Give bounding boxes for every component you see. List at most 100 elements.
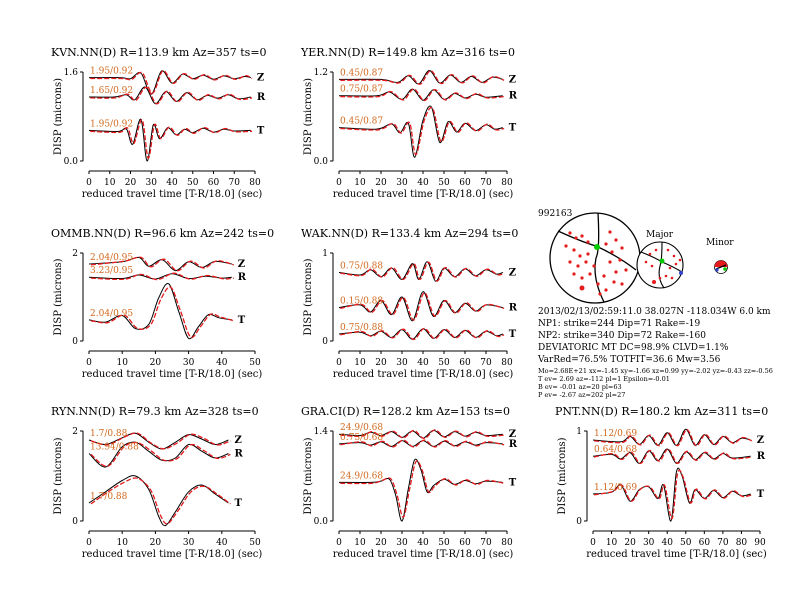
x-tick-label: 30 <box>183 538 195 548</box>
x-tick-label: 40 <box>216 538 228 548</box>
component-label: Z <box>257 73 264 84</box>
fit-annotation: 13.94/0.88 <box>90 443 139 453</box>
x-tick-label: 20 <box>375 538 387 548</box>
observed-trace <box>592 428 751 446</box>
fit-annotation: 1.7/0.88 <box>90 492 128 502</box>
fit-annotation: 0.75/0.88 <box>340 323 383 333</box>
synthetic-trace <box>340 88 505 102</box>
component-label: R <box>757 451 766 462</box>
event-origin: 2013/02/13/02:59:11.0 38.027N -118.034W … <box>538 307 771 317</box>
x-tick-label: 20 <box>150 538 162 548</box>
fit-annotation: 1.7/0.88 <box>90 429 128 439</box>
x-tick-label: 10 <box>116 358 128 368</box>
y-tick-label: 0 <box>322 337 328 347</box>
x-tick-label: 20 <box>150 358 162 368</box>
x-tick-label: 10 <box>606 538 618 548</box>
x-tick-label: 30 <box>643 538 655 548</box>
station-panel: WAK.NN(D) R=133.4 km Az=294 ts=00 10 20 30 4… <box>301 227 518 380</box>
component-label: R <box>509 91 518 102</box>
y-axis-label: DISP (microns) <box>303 437 314 514</box>
component-label: Z <box>238 259 245 270</box>
y-axis-label: DISP (microns) <box>53 78 64 155</box>
observed-trace <box>338 458 503 522</box>
x-tick-label: 80 <box>249 178 261 188</box>
x-tick-label: 40 <box>216 358 228 368</box>
synthetic-trace <box>90 70 253 94</box>
panel-title: RYN.NN(D) R=79.3 km Az=328 ts=0 <box>51 405 259 418</box>
panel-title: PNT.NN(D) R=180.2 km Az=311 ts=0 <box>555 405 768 418</box>
x-tick-label: 80 <box>736 538 748 548</box>
x-tick-label: 60 <box>699 538 711 548</box>
x-tick-label: 60 <box>208 178 220 188</box>
x-tick-label: 20 <box>624 538 636 548</box>
fit-annotation: 0.75/0.87 <box>340 85 383 95</box>
minor-beachball <box>714 260 728 274</box>
x-axis-label: reduced travel time [T-R/18.0] (sec) <box>82 549 263 560</box>
x-axis-label: reduced travel time [T-R/18.0] (sec) <box>333 189 514 200</box>
fit-annotation: 0.15/0.88 <box>340 297 383 307</box>
observed-trace <box>88 256 232 272</box>
y-tick-label: 0.0 <box>314 517 329 527</box>
x-tick-label: 60 <box>459 358 471 368</box>
observed-trace <box>88 70 251 95</box>
panel-title: GRA.CI(D) R=128.2 km Az=153 ts=0 <box>301 405 510 418</box>
fit-annotation: 1.12/0.69 <box>594 429 637 439</box>
x-tick-label: 70 <box>717 538 729 548</box>
y-axis-label: DISP (microns) <box>53 258 64 335</box>
station-panel: GRA.CI(D) R=128.2 km Az=153 ts=0 0 10 20 30 4… <box>301 405 518 560</box>
x-tick-label: 0 <box>336 538 342 548</box>
panel-title: YER.NN(D) R=149.8 km Az=316 ts=0 <box>300 46 515 59</box>
synthetic-trace <box>340 460 505 518</box>
component-label: T <box>234 498 242 509</box>
x-tick-label: 50 <box>438 178 450 188</box>
synthetic-trace <box>340 107 505 156</box>
y-tick-label: 0 <box>576 517 582 527</box>
synthetic-trace <box>340 261 505 282</box>
x-tick-label: 10 <box>354 538 366 548</box>
component-label: R <box>238 272 247 283</box>
x-tick-label: 40 <box>661 538 673 548</box>
component-label: T <box>509 477 517 488</box>
x-tick-label: 20 <box>375 178 387 188</box>
x-tick-label: 0 <box>86 538 92 548</box>
component-label: Z <box>509 74 516 85</box>
y-axis-label: DISP (microns) <box>53 437 64 514</box>
x-axis-label: reduced travel time [T-R/18.0] (sec) <box>333 549 514 560</box>
fit-annotation: 1.95/0.92 <box>90 67 133 77</box>
synthetic-trace <box>340 70 505 85</box>
observed-trace <box>338 261 503 282</box>
observed-trace <box>88 441 229 468</box>
mechanism-beachball <box>549 212 641 304</box>
synthetic-trace <box>340 327 505 341</box>
x-tick-label: 30 <box>146 178 158 188</box>
y-tick-label: 1.2 <box>314 68 328 78</box>
fit-annotation: 0.64/0.68 <box>594 445 637 455</box>
y-tick-label: 1.6 <box>64 68 79 78</box>
major-beachball <box>636 241 684 289</box>
panel-title: OMMB.NN(D) R=96.6 km Az=242 ts=0 <box>51 227 274 240</box>
x-tick-label: 40 <box>166 178 178 188</box>
panel-title: KVN.NN(D) R=113.9 km Az=357 ts=0 <box>51 46 267 59</box>
observed-trace <box>338 291 503 322</box>
synthetic-trace <box>90 272 234 281</box>
fit-annotation: 24.9/0.68 <box>340 471 383 481</box>
component-label: R <box>509 439 518 450</box>
x-tick-label: 50 <box>680 538 692 548</box>
x-tick-label: 20 <box>125 178 137 188</box>
y-tick-label: 1.4 <box>314 427 329 437</box>
x-tick-label: 90 <box>754 538 766 548</box>
synthetic-trace <box>340 292 505 321</box>
fit-annotation: 24.9/0.68 <box>340 423 383 433</box>
component-label: Z <box>757 435 764 446</box>
y-tick-label: 0 <box>72 337 78 347</box>
observed-trace <box>88 282 232 340</box>
x-tick-label: 80 <box>501 178 513 188</box>
component-label: Z <box>509 429 516 440</box>
component-label: R <box>257 92 266 103</box>
y-tick-label: 0.0 <box>314 157 329 167</box>
station-panel: OMMB.NN(D) R=96.6 km Az=242 ts=00 10 20 30 4… <box>51 227 274 380</box>
x-tick-label: 20 <box>375 358 387 368</box>
y-tick-label: 1 <box>576 427 582 437</box>
event-id: 992163 <box>538 209 573 219</box>
